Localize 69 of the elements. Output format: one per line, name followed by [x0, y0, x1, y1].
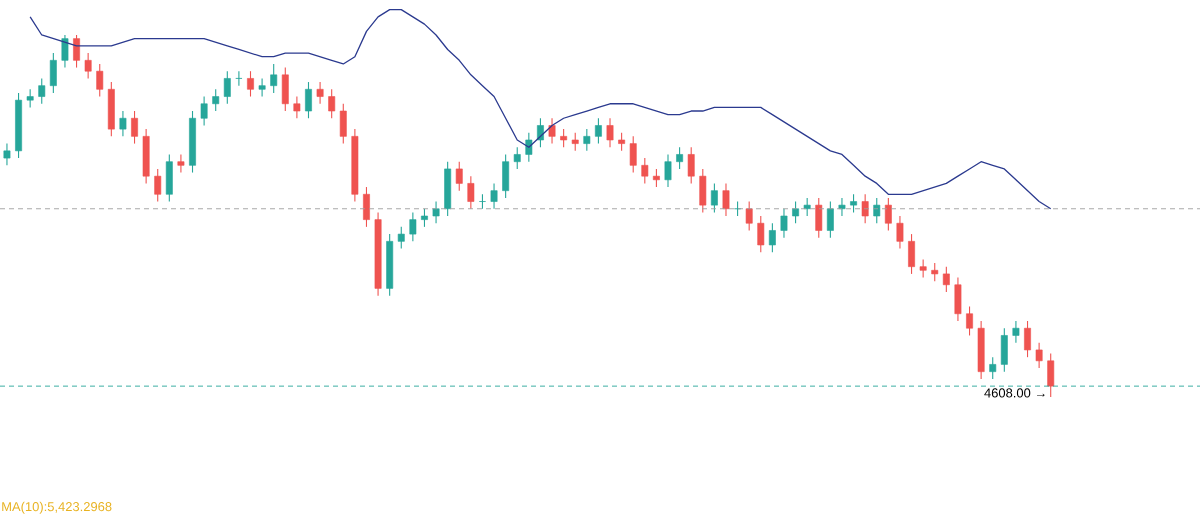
- candlestick: [850, 193, 857, 213]
- candlestick: [61, 34, 69, 69]
- candlestick: [942, 266, 950, 293]
- candlestick: [73, 34, 80, 69]
- candlestick: [664, 153, 672, 188]
- candlestick: [873, 197, 881, 224]
- candlestick: [1024, 320, 1031, 358]
- candlestick: [316, 81, 324, 105]
- candlestick: [467, 175, 475, 210]
- candlestick: [1035, 342, 1043, 369]
- candlestick: [803, 197, 811, 217]
- candlestick: [119, 110, 127, 137]
- candlestick: [1012, 320, 1020, 344]
- candlestick: [757, 215, 765, 253]
- candlestick: [745, 200, 753, 232]
- candlestick: [989, 356, 997, 380]
- candlestick: [131, 110, 138, 145]
- candlestick: [722, 182, 730, 217]
- candlestick: [421, 208, 428, 228]
- text: MA(10):5,423.2968: [2, 501, 112, 514]
- candlestick: [571, 132, 579, 152]
- candlestick: [223, 70, 231, 105]
- candlestick: [792, 200, 799, 224]
- candlestick: [200, 95, 208, 127]
- candlestick: [490, 182, 498, 210]
- candlestick: [966, 305, 973, 337]
- candlestick: [548, 117, 556, 145]
- candlestick: [652, 168, 660, 188]
- candlestick: [305, 81, 312, 119]
- annotation: 4608.00 →: [984, 388, 1045, 398]
- candlestick: [84, 52, 92, 79]
- candlestick: [537, 117, 544, 148]
- candlestick: [710, 182, 718, 213]
- candlestick: [583, 128, 591, 152]
- candlestick: [397, 226, 405, 250]
- candlestick: [432, 200, 440, 224]
- candlestick: [687, 146, 695, 184]
- candlestick: [293, 95, 301, 119]
- candlestick: [676, 146, 684, 170]
- candlestick: [618, 132, 626, 152]
- candlestick: [838, 197, 846, 217]
- candlestick: [26, 88, 34, 108]
- candlestick: [513, 146, 521, 170]
- candlestick: [861, 193, 869, 224]
- candlestick: [641, 157, 649, 184]
- candlestick: [212, 88, 220, 112]
- candlestick: [258, 77, 266, 98]
- candlestick: [768, 222, 776, 253]
- candlestick: [154, 168, 162, 203]
- candlestick: [525, 132, 533, 163]
- candlestick: [896, 215, 904, 250]
- candlestick: [270, 63, 278, 94]
- candlestick: [884, 197, 892, 232]
- candlestick: [328, 88, 336, 119]
- candlestick: [560, 128, 568, 148]
- candlestick: [177, 153, 185, 174]
- candlestick: [919, 258, 927, 279]
- candlestick: [629, 135, 637, 174]
- candlestick: [931, 262, 939, 282]
- candlestick: [826, 200, 834, 239]
- candlestick: [96, 63, 104, 98]
- candlestick: [3, 143, 11, 166]
- candlestick: [409, 211, 417, 242]
- candlestick: [247, 70, 254, 98]
- candlestick: [606, 117, 614, 148]
- candlestick: [455, 161, 463, 192]
- candlestick: [38, 77, 46, 105]
- candlestick: [780, 208, 788, 239]
- candlestick: [594, 117, 602, 145]
